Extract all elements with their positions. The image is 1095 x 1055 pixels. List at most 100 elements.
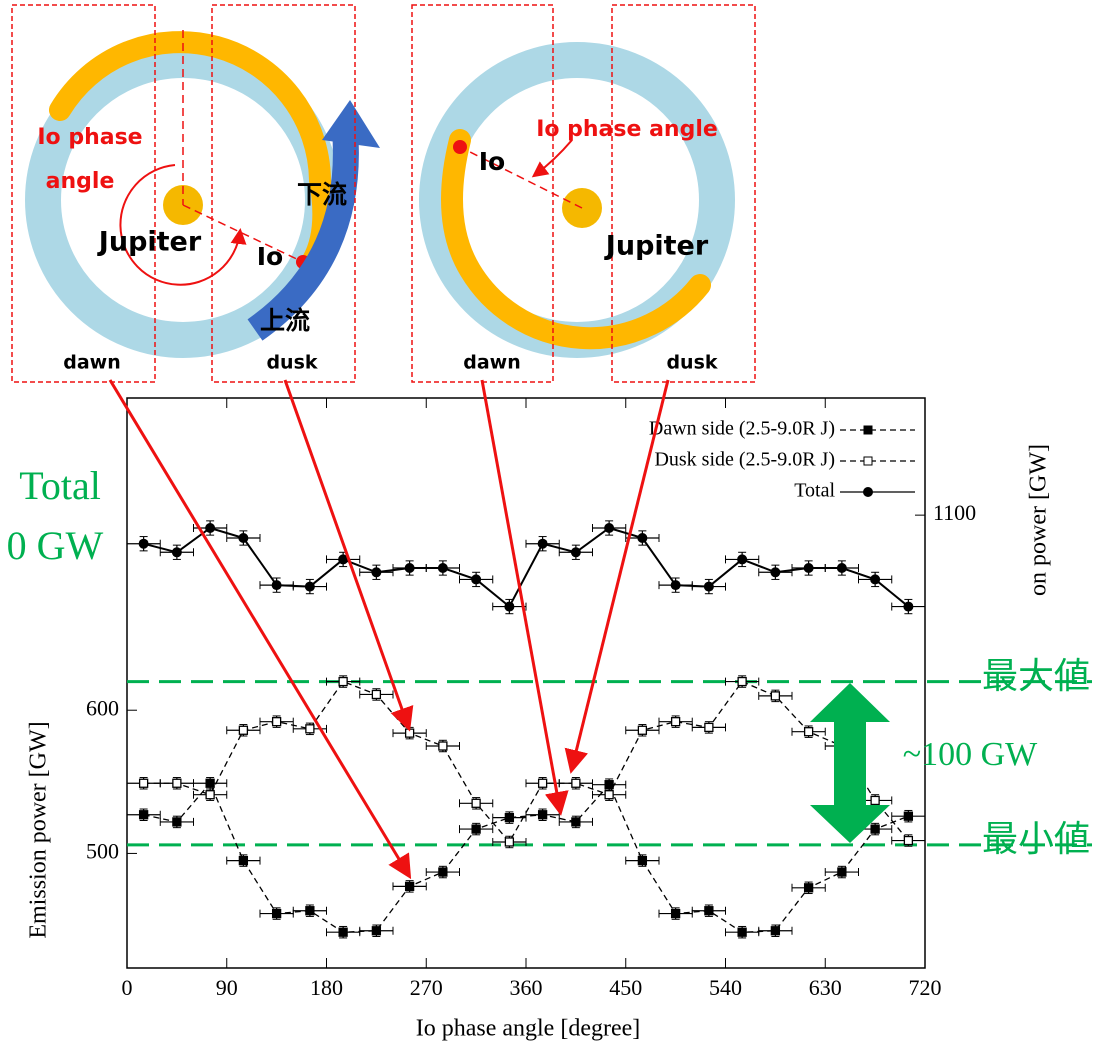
figure: Io phase angle Jupiter Io 下流 上流 dawn dus… bbox=[0, 0, 1095, 1055]
marker bbox=[804, 563, 814, 573]
pointer-arrow bbox=[285, 380, 408, 726]
marker bbox=[505, 838, 513, 846]
marker bbox=[140, 811, 148, 819]
legend-label: Dusk side (2.5-9.0R J) bbox=[654, 449, 835, 471]
marker bbox=[672, 718, 680, 726]
marker bbox=[605, 781, 613, 789]
moon-label: Io bbox=[479, 147, 505, 176]
marker bbox=[539, 811, 547, 819]
x-tick-label: 0 bbox=[122, 975, 133, 1000]
marker bbox=[406, 729, 414, 737]
x-tick-label: 90 bbox=[216, 975, 238, 1000]
x-tick-label: 360 bbox=[510, 975, 543, 1000]
reference-label: 最小値 bbox=[982, 819, 1090, 859]
marker bbox=[572, 818, 580, 826]
marker bbox=[604, 523, 614, 533]
dawn-label: dawn bbox=[463, 352, 521, 374]
annotation: Total bbox=[19, 463, 101, 508]
legend-label: Dawn side (2.5-9.0R J) bbox=[649, 418, 835, 440]
marker bbox=[372, 690, 380, 698]
marker bbox=[770, 567, 780, 577]
marker bbox=[704, 582, 714, 592]
marker bbox=[572, 779, 580, 787]
marker bbox=[205, 523, 215, 533]
annotations: Total 0 GW ~100 GW bbox=[7, 463, 1038, 843]
marker bbox=[371, 567, 381, 577]
y-tick-label: 600 bbox=[86, 695, 119, 720]
marker bbox=[305, 582, 315, 592]
marker bbox=[705, 723, 713, 731]
marker bbox=[838, 868, 846, 876]
marker bbox=[837, 563, 847, 573]
pointer-arrow bbox=[572, 380, 668, 768]
dawn-label: dawn bbox=[63, 352, 121, 374]
marker bbox=[139, 539, 149, 549]
marker bbox=[439, 742, 447, 750]
marker bbox=[372, 927, 380, 935]
marker bbox=[771, 927, 779, 935]
marker bbox=[306, 725, 314, 733]
y2-axis-label: on power [GW] bbox=[1026, 444, 1052, 596]
x-tick-label: 720 bbox=[909, 975, 942, 1000]
y-tick-label: 500 bbox=[86, 838, 119, 863]
marker bbox=[471, 574, 481, 584]
marker bbox=[206, 779, 214, 787]
pointer-arrow bbox=[110, 380, 408, 874]
marker bbox=[904, 837, 912, 845]
marker bbox=[904, 812, 912, 820]
marker bbox=[339, 678, 347, 686]
reference-label: 最大値 bbox=[982, 656, 1090, 696]
marker bbox=[571, 547, 581, 557]
marker bbox=[306, 907, 314, 915]
y2-tick-label: 1100 bbox=[933, 500, 976, 525]
marker bbox=[504, 602, 514, 612]
marker bbox=[172, 547, 182, 557]
marker bbox=[672, 910, 680, 918]
marker bbox=[140, 779, 148, 787]
marker bbox=[538, 539, 548, 549]
marker bbox=[505, 814, 513, 822]
marker bbox=[805, 884, 813, 892]
marker bbox=[405, 563, 415, 573]
marker bbox=[671, 580, 681, 590]
marker bbox=[638, 857, 646, 865]
marker bbox=[705, 907, 713, 915]
marker bbox=[173, 779, 181, 787]
chart: Io phase angle [degree] Emission power [… bbox=[26, 398, 1093, 1042]
marker bbox=[238, 533, 248, 543]
marker bbox=[438, 563, 448, 573]
legend-marker bbox=[864, 457, 872, 465]
x-tick-label: 540 bbox=[709, 975, 742, 1000]
marker bbox=[871, 825, 879, 833]
marker bbox=[638, 726, 646, 734]
dusk-label: dusk bbox=[266, 352, 317, 374]
marker bbox=[173, 818, 181, 826]
pointer-arrows bbox=[110, 380, 668, 874]
x-tick-label: 450 bbox=[609, 975, 642, 1000]
phase-label: Io phase angle bbox=[536, 117, 718, 142]
legend-label: Total bbox=[794, 480, 835, 502]
moon-label: Io bbox=[257, 242, 283, 271]
phase-label: Io phase bbox=[37, 125, 142, 150]
marker bbox=[206, 791, 214, 799]
phase-label: angle bbox=[46, 169, 115, 194]
marker bbox=[339, 928, 347, 936]
legend-marker bbox=[864, 426, 872, 434]
marker bbox=[273, 910, 281, 918]
x-tick-label: 630 bbox=[809, 975, 842, 1000]
downstream-label: 下流 bbox=[297, 180, 347, 209]
x-axis-label: Io phase angle [degree] bbox=[416, 1016, 641, 1042]
range-arrow bbox=[810, 683, 890, 843]
x-tick-label: 270 bbox=[410, 975, 443, 1000]
marker bbox=[871, 796, 879, 804]
annotation: 0 GW bbox=[7, 523, 104, 568]
marker bbox=[439, 868, 447, 876]
upstream-label: 上流 bbox=[260, 306, 310, 335]
marker bbox=[637, 533, 647, 543]
marker bbox=[738, 928, 746, 936]
annotation: ~100 GW bbox=[903, 736, 1038, 773]
marker bbox=[273, 718, 281, 726]
marker bbox=[903, 602, 913, 612]
planet-label: Jupiter bbox=[97, 227, 202, 258]
marker bbox=[239, 857, 247, 865]
